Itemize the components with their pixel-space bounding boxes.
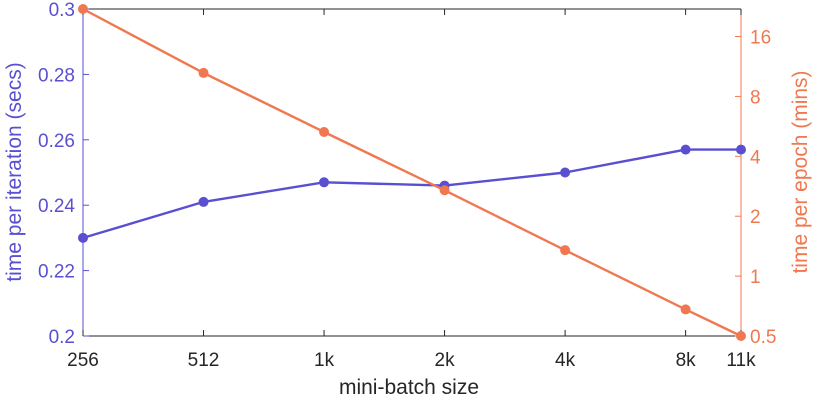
x-tick-label: 4k bbox=[555, 350, 576, 371]
x-tick-label: 8k bbox=[676, 350, 697, 371]
left-tick-label: 0.24 bbox=[38, 196, 75, 217]
x-axis-ticks: 256 512 1k 2k 4k 8k 11k bbox=[67, 9, 756, 371]
series-1-point bbox=[319, 177, 330, 188]
right-tick-label: 2 bbox=[750, 207, 761, 228]
x-axis-label: mini-batch size bbox=[339, 376, 479, 399]
series-2-point bbox=[319, 126, 330, 137]
right-axis-ticks: 0.5 1 2 4 8 16 bbox=[735, 28, 776, 348]
right-tick-label: 8 bbox=[750, 87, 761, 108]
left-tick-label: 0.3 bbox=[49, 0, 75, 21]
series-2-line bbox=[82, 7, 742, 338]
series-1 bbox=[78, 144, 746, 243]
series-group bbox=[78, 4, 746, 341]
series-1-point bbox=[560, 167, 571, 178]
x-tick-label: 1k bbox=[314, 350, 335, 371]
x-tick-label: 11k bbox=[726, 350, 756, 371]
series-2-point bbox=[439, 185, 450, 196]
left-tick-label: 0.28 bbox=[38, 65, 75, 86]
left-axis-ticks: 0.2 0.22 0.24 0.26 0.28 0.3 bbox=[38, 0, 89, 348]
series-2-point bbox=[78, 4, 88, 14]
left-axis-label: time per iteration (secs) bbox=[3, 62, 26, 281]
x-tick-label: 512 bbox=[188, 350, 220, 371]
series-2 bbox=[78, 4, 746, 341]
series-1-line bbox=[82, 148, 741, 240]
axes-frame bbox=[82, 8, 742, 337]
right-tick-label: 1 bbox=[750, 267, 761, 288]
right-tick-label: 0.5 bbox=[750, 327, 776, 348]
left-tick-label: 0.26 bbox=[38, 131, 75, 152]
series-1-point bbox=[680, 144, 691, 155]
left-tick-label: 0.2 bbox=[49, 327, 75, 348]
series-2-point bbox=[198, 67, 209, 78]
right-tick-label: 16 bbox=[750, 28, 771, 49]
series-1-point bbox=[736, 144, 746, 155]
x-tick-label: 256 bbox=[67, 350, 99, 371]
series-1-point bbox=[198, 196, 209, 207]
right-axis-label: time per epoch (mins) bbox=[789, 70, 812, 273]
series-2-point bbox=[736, 331, 746, 341]
series-2-point bbox=[680, 304, 691, 315]
x-tick-label: 2k bbox=[435, 350, 456, 371]
series-2-point bbox=[560, 245, 571, 256]
left-tick-label: 0.22 bbox=[38, 262, 75, 283]
right-tick-label: 4 bbox=[750, 147, 761, 168]
series-1-point bbox=[78, 232, 88, 243]
